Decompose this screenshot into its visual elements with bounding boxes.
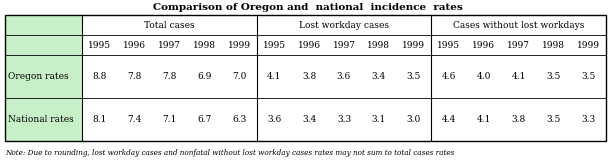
Text: 6.3: 6.3 xyxy=(232,115,246,124)
Text: 3.6: 3.6 xyxy=(267,115,281,124)
Text: 1999: 1999 xyxy=(577,40,600,50)
Text: 7.0: 7.0 xyxy=(232,72,246,81)
Bar xyxy=(257,55,431,98)
Bar xyxy=(82,15,257,35)
Text: 1999: 1999 xyxy=(403,40,425,50)
Text: 3.1: 3.1 xyxy=(372,115,386,124)
Text: 4.1: 4.1 xyxy=(477,115,491,124)
Bar xyxy=(82,35,257,55)
Text: 3.5: 3.5 xyxy=(546,72,561,81)
Bar xyxy=(5,55,82,98)
Bar xyxy=(5,35,82,55)
Text: 1999: 1999 xyxy=(228,40,251,50)
Bar xyxy=(82,98,257,141)
Text: Lost workday cases: Lost workday cases xyxy=(299,21,389,30)
Bar xyxy=(257,15,431,35)
Text: National rates: National rates xyxy=(8,115,74,124)
Text: 1995: 1995 xyxy=(263,40,286,50)
Text: 1997: 1997 xyxy=(158,40,181,50)
Text: 7.1: 7.1 xyxy=(162,115,177,124)
Text: 3.4: 3.4 xyxy=(372,72,386,81)
Text: 1995: 1995 xyxy=(88,40,111,50)
Text: 1995: 1995 xyxy=(437,40,460,50)
Bar xyxy=(5,15,82,141)
Bar xyxy=(431,35,606,55)
Text: 1998: 1998 xyxy=(542,40,565,50)
Text: 3.0: 3.0 xyxy=(407,115,421,124)
Text: 1997: 1997 xyxy=(332,40,356,50)
Text: 3.5: 3.5 xyxy=(581,72,596,81)
Bar xyxy=(257,98,431,141)
Text: 3.3: 3.3 xyxy=(337,115,351,124)
Text: 3.8: 3.8 xyxy=(302,72,316,81)
Text: 1996: 1996 xyxy=(472,40,496,50)
Bar xyxy=(257,35,431,55)
Text: 4.1: 4.1 xyxy=(511,72,526,81)
Text: 1998: 1998 xyxy=(367,40,390,50)
Bar xyxy=(431,55,606,98)
Text: 8.8: 8.8 xyxy=(92,72,107,81)
Text: Note: Due to rounding, lost workday cases and nonfatal without lost workday case: Note: Due to rounding, lost workday case… xyxy=(5,149,455,157)
Text: 1996: 1996 xyxy=(298,40,321,50)
Bar xyxy=(5,15,606,141)
Text: Total cases: Total cases xyxy=(144,21,195,30)
Bar xyxy=(431,98,606,141)
Text: 3.4: 3.4 xyxy=(302,115,316,124)
Text: 8.1: 8.1 xyxy=(92,115,107,124)
Text: Oregon rates: Oregon rates xyxy=(8,72,68,81)
Text: 6.9: 6.9 xyxy=(197,72,211,81)
Text: 7.8: 7.8 xyxy=(127,72,142,81)
Bar xyxy=(5,98,82,141)
Text: 3.3: 3.3 xyxy=(582,115,596,124)
Text: 3.5: 3.5 xyxy=(546,115,561,124)
Text: 3.8: 3.8 xyxy=(511,115,526,124)
Text: 4.0: 4.0 xyxy=(477,72,491,81)
Text: 1996: 1996 xyxy=(123,40,146,50)
Text: 1997: 1997 xyxy=(507,40,530,50)
Text: Cases without lost workdays: Cases without lost workdays xyxy=(453,21,584,30)
Text: 7.4: 7.4 xyxy=(127,115,142,124)
Text: 3.6: 3.6 xyxy=(337,72,351,81)
Text: 6.7: 6.7 xyxy=(197,115,211,124)
Bar xyxy=(82,55,257,98)
Text: 4.4: 4.4 xyxy=(442,115,456,124)
Bar xyxy=(5,15,82,35)
Text: 4.1: 4.1 xyxy=(267,72,281,81)
Text: 1998: 1998 xyxy=(192,40,216,50)
Text: 4.6: 4.6 xyxy=(442,72,456,81)
Text: Comparison of Oregon and  national  incidence  rates: Comparison of Oregon and national incide… xyxy=(153,3,463,13)
Text: 7.8: 7.8 xyxy=(162,72,177,81)
Bar xyxy=(431,15,606,35)
Text: 3.5: 3.5 xyxy=(407,72,421,81)
